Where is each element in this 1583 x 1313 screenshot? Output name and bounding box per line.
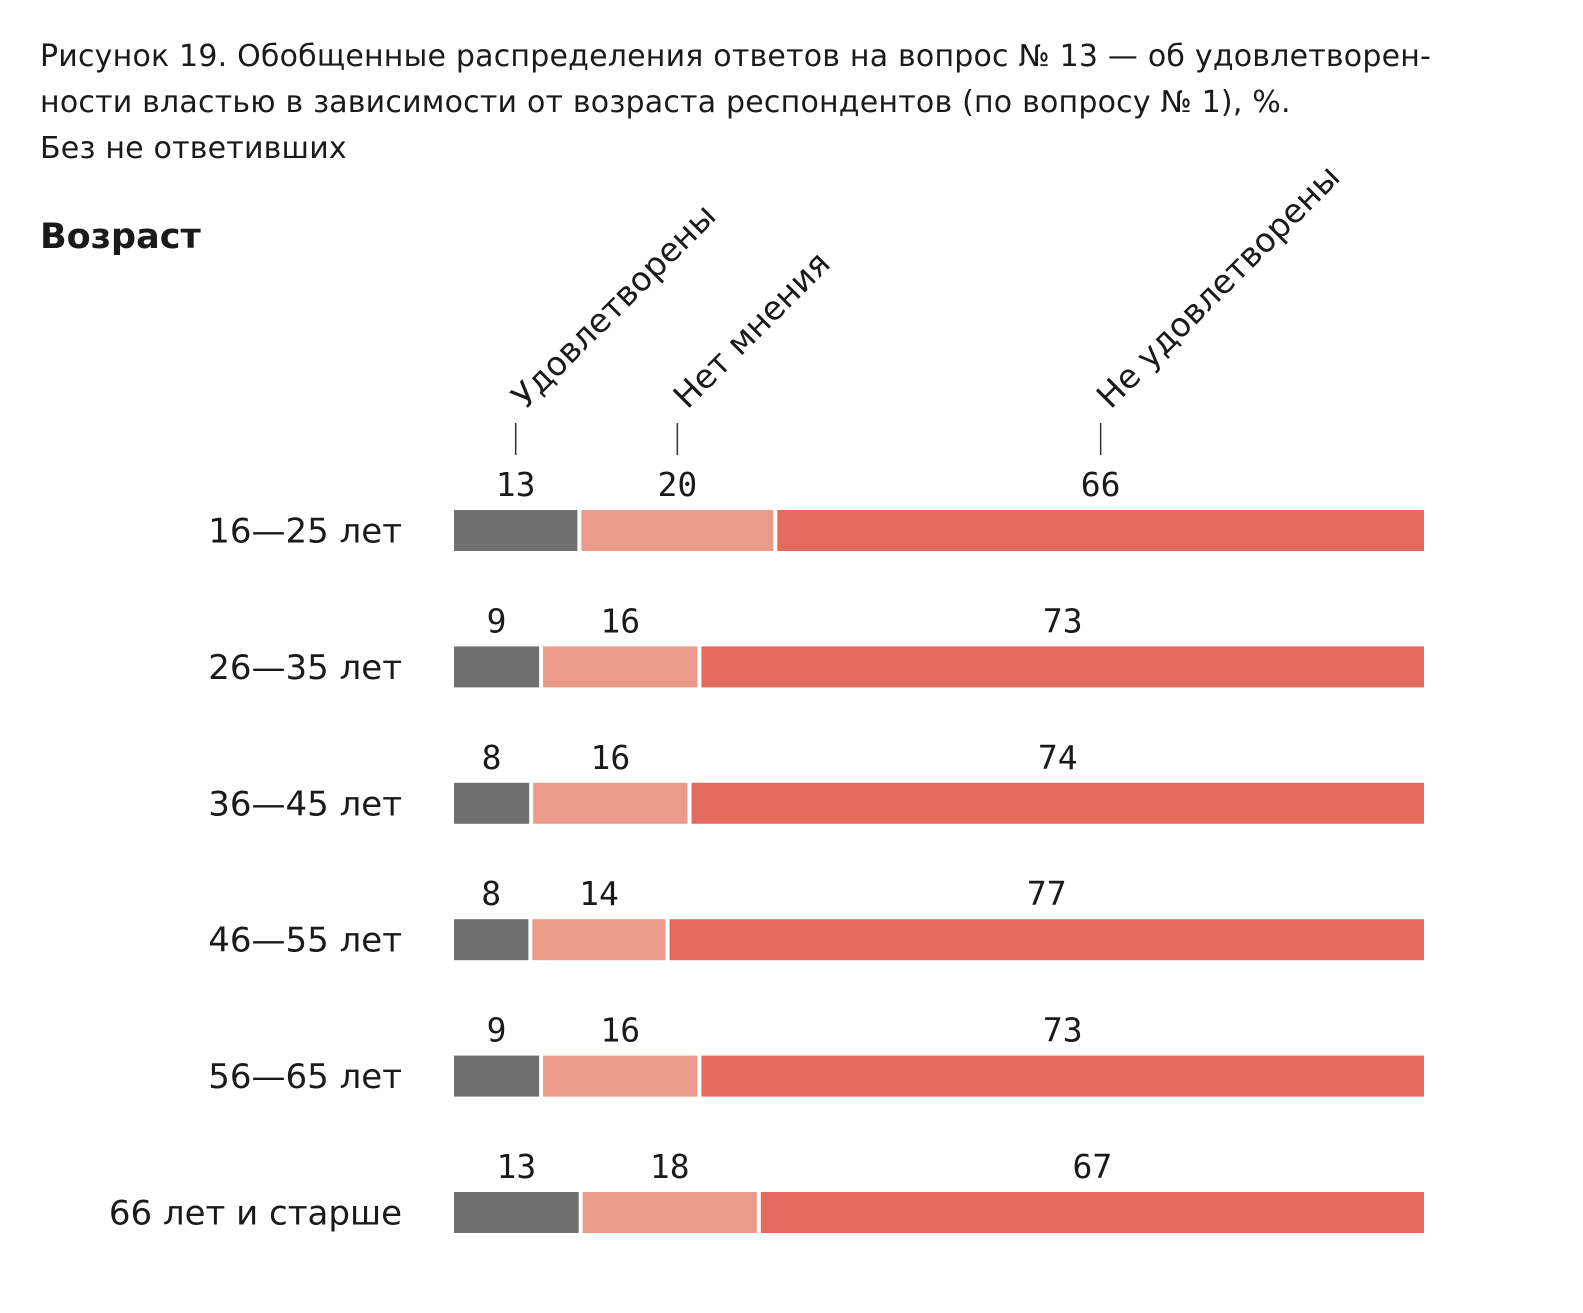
value-label: 8 bbox=[482, 738, 502, 777]
row-label: 36—45 лет bbox=[208, 784, 402, 824]
row-label: 26—35 лет bbox=[208, 648, 402, 688]
value-label: 9 bbox=[487, 1011, 507, 1050]
bar-segment-удовлетворены bbox=[454, 510, 578, 551]
bar-segment-не-удовлетворены bbox=[777, 510, 1424, 551]
value-label: 14 bbox=[579, 874, 619, 913]
legend-label-не-удовлетворены: Не удовлетворены bbox=[1089, 157, 1348, 416]
bar-segment-удовлетворены bbox=[454, 782, 530, 824]
bar-segment-не-удовлетворены bbox=[701, 646, 1424, 688]
bar-segment-не-удовлетворены bbox=[760, 1192, 1424, 1233]
legend-label-нет-мнения: Нет мнения bbox=[665, 243, 837, 415]
bar-segment-удовлетворены bbox=[454, 1192, 579, 1233]
value-label: 20 bbox=[657, 465, 697, 504]
row-label: 56—65 лет bbox=[208, 1057, 402, 1097]
value-label: 16 bbox=[600, 601, 640, 640]
value-label: 73 bbox=[1043, 601, 1083, 640]
bar-segment-не-удовлетворены bbox=[691, 782, 1424, 824]
figure-caption: Рисунок 19. Обобщенные распределения отв… bbox=[40, 34, 1550, 172]
bar-segment-не-удовлетворены bbox=[701, 1055, 1424, 1097]
bar-segment-удовлетворены bbox=[454, 646, 540, 688]
bars: 16—25 лет 13 20 66 26—35 лет 9 16 73 36—45 лет 8 1… bbox=[109, 465, 1424, 1234]
bar-segment-нет-мнения bbox=[533, 782, 688, 824]
value-label: 16 bbox=[590, 738, 630, 777]
caption-line-3: Без не ответивших bbox=[40, 131, 347, 166]
value-label: 73 bbox=[1043, 1011, 1083, 1050]
value-label: 66 bbox=[1081, 465, 1121, 504]
bar-segment-удовлетворены bbox=[454, 919, 529, 961]
row-label: 66 лет и старше bbox=[109, 1194, 402, 1234]
bar-segment-нет-мнения bbox=[543, 1055, 698, 1097]
value-label: 8 bbox=[481, 874, 501, 913]
caption-line-2: ности властью в зависимости от возраста … bbox=[40, 85, 1291, 120]
bar-segment-нет-мнения bbox=[543, 646, 698, 688]
bar-segment-удовлетворены bbox=[454, 1055, 540, 1097]
value-label: 9 bbox=[487, 601, 507, 640]
value-label: 18 bbox=[650, 1147, 690, 1186]
row-label: 16—25 лет bbox=[208, 512, 402, 552]
value-label: 67 bbox=[1073, 1147, 1113, 1186]
row-label: 46—55 лет bbox=[208, 921, 402, 961]
bar-segment-нет-мнения bbox=[581, 510, 774, 551]
bar-segment-не-удовлетворены bbox=[669, 919, 1424, 961]
value-label: 77 bbox=[1027, 874, 1067, 913]
caption-line-1: Рисунок 19. Обобщенные распределения отв… bbox=[40, 39, 1432, 74]
value-label: 13 bbox=[496, 465, 536, 504]
value-label: 74 bbox=[1038, 738, 1078, 777]
value-label: 13 bbox=[496, 1147, 536, 1186]
value-label: 16 bbox=[600, 1011, 640, 1050]
axis-title: Возраст bbox=[40, 217, 201, 257]
bar-segment-нет-мнения bbox=[582, 1192, 757, 1233]
bar-segment-нет-мнения bbox=[532, 919, 666, 961]
